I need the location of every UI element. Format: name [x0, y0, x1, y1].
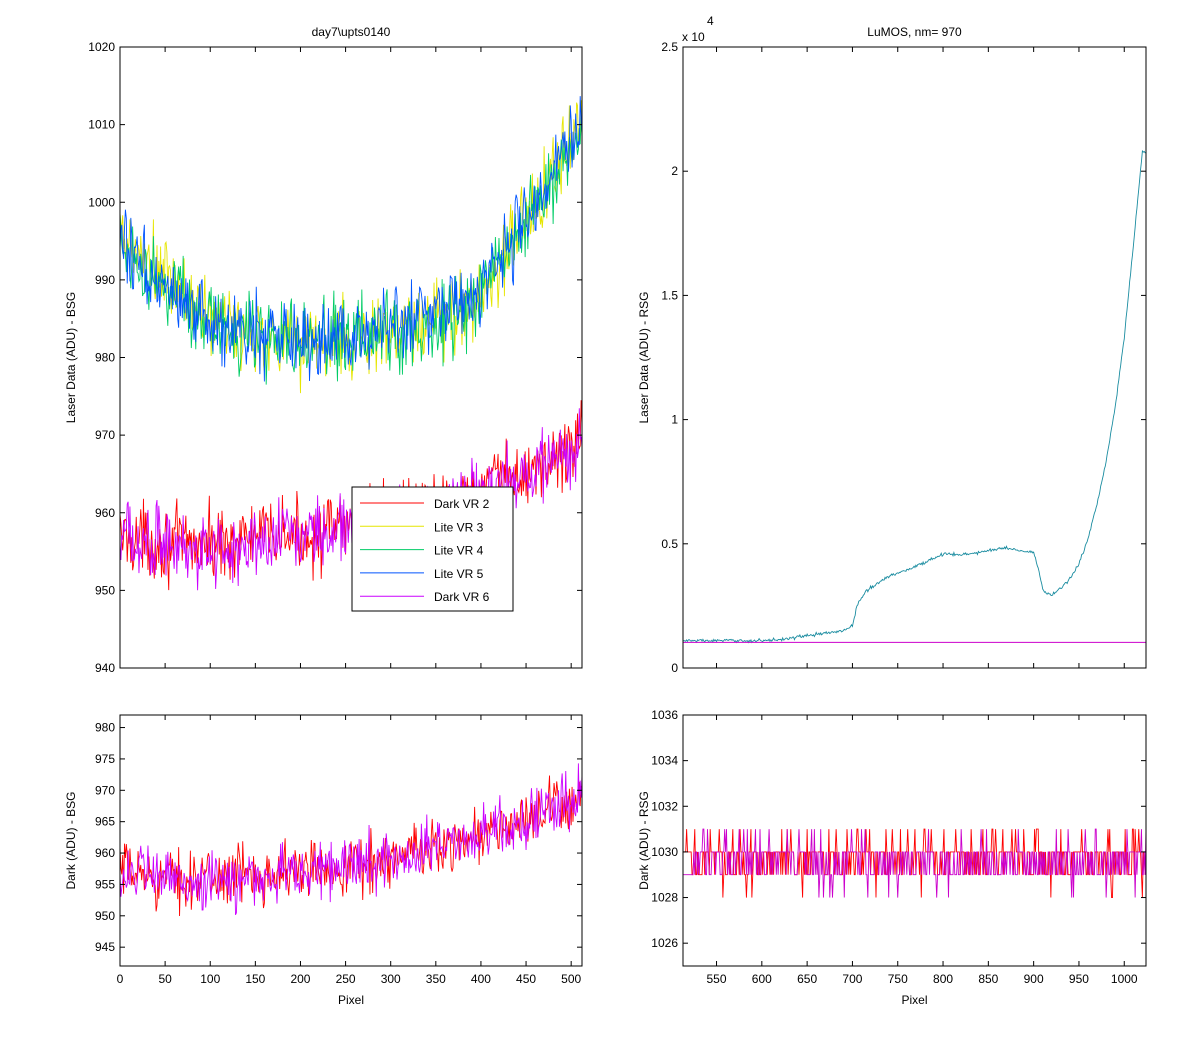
x-tick-label: 200	[290, 972, 310, 986]
chart-bsg_dark: 0 50 100 150 200 250 300 350 400 450 500 945 950 955 9…	[64, 714, 583, 1007]
axes-box	[682, 46, 1147, 669]
y-tick-label: 1	[671, 413, 678, 427]
x-tick-label: 50	[158, 972, 172, 986]
series-group	[120, 763, 582, 917]
x-tick-label: 1000	[1111, 972, 1138, 986]
x-tick-label: 500	[561, 972, 581, 986]
y-tick-label: 950	[95, 909, 115, 923]
y-tick-label: 1030	[651, 845, 678, 859]
axes-box	[682, 714, 1147, 967]
chart-rsg_laser: 0 0.5 1 1.5 2 2.5 x 104 LuMOS, nm= 970 Laser Dat…	[637, 14, 1147, 675]
y-tick-label: 940	[95, 661, 115, 675]
y-tick-label: 970	[95, 783, 115, 797]
series-group	[120, 96, 582, 591]
series-group	[683, 149, 1146, 644]
x-tick-label: 400	[471, 972, 491, 986]
x-tick-label: 150	[245, 972, 265, 986]
y-tick-label: 980	[95, 721, 115, 735]
x-tick-label: 0	[117, 972, 124, 986]
legend-box	[351, 486, 514, 612]
y-tick-label: 975	[95, 752, 115, 766]
axes-box	[119, 714, 583, 967]
y-tick-label: 965	[95, 815, 115, 829]
x-tick-label: 700	[842, 972, 862, 986]
y-axis-label: Laser Data (ADU) - BSG	[64, 292, 78, 423]
y-axis-label: Dark (ADU) - RSG	[637, 791, 651, 890]
x-tick-label: 850	[978, 972, 998, 986]
x-tick-label: 100	[200, 972, 220, 986]
x-tick-label: 550	[707, 972, 727, 986]
x-tick-label: 750	[888, 972, 908, 986]
legend-label: Lite VR 4	[434, 544, 484, 558]
y-tick-label: 990	[95, 273, 115, 287]
y-tick-label: 970	[95, 428, 115, 442]
series-group	[683, 828, 1146, 898]
x-axis-label: Pixel	[901, 993, 927, 1007]
y-tick-label: 1020	[88, 40, 115, 54]
y-tick-label: 1026	[651, 936, 678, 950]
legend: Dark VR 2 Lite VR 3 Lite VR 4 Lite VR 5 Dark…	[351, 486, 514, 612]
y-tick-label: 1.5	[661, 288, 678, 302]
chart-title: LuMOS, nm= 970	[867, 25, 962, 39]
y-tick-label: 1034	[651, 754, 678, 768]
series-line-dark-a	[683, 828, 1146, 898]
series-line-lite-vr-4	[120, 117, 582, 385]
legend-label: Dark VR 2	[434, 497, 490, 511]
y-exponent-power: 4	[707, 14, 714, 28]
y-tick-label: 960	[95, 846, 115, 860]
y-tick-label: 980	[95, 351, 115, 365]
y-tick-label: 0.5	[661, 537, 678, 551]
y-tick-label: 2	[671, 164, 678, 178]
x-tick-label: 250	[336, 972, 356, 986]
series-line-dark-vr-6	[120, 763, 582, 916]
x-axis-label: Pixel	[338, 993, 364, 1007]
legend-label: Lite VR 5	[434, 567, 484, 581]
y-tick-label: 2.5	[661, 40, 678, 54]
chart-rsg_dark: 550 600 650 700 750 800 850 900 950 1000 1026 1028 1…	[637, 708, 1147, 1007]
y-tick-label: 0	[671, 661, 678, 675]
y-axis-label: Laser Data (ADU) - RSG	[637, 291, 651, 423]
series-line-laser	[683, 149, 1146, 644]
x-tick-label: 350	[426, 972, 446, 986]
x-tick-label: 300	[381, 972, 401, 986]
legend-label: Lite VR 3	[434, 520, 484, 534]
y-tick-label: 945	[95, 940, 115, 954]
series-line-dark-b	[683, 828, 1146, 898]
y-tick-label: 1036	[651, 708, 678, 722]
x-tick-label: 450	[516, 972, 536, 986]
x-tick-label: 900	[1024, 972, 1044, 986]
y-tick-label: 1032	[651, 799, 678, 813]
series-line-lite-vr-5	[120, 96, 582, 382]
y-tick-label: 1010	[88, 118, 115, 132]
chart-title: day7\upts0140	[312, 25, 391, 39]
chart-panels: 940950960970980990100010101020day7\upts0…	[64, 14, 1147, 1007]
x-tick-label: 600	[752, 972, 772, 986]
y-axis-label: Dark (ADU) - BSG	[64, 791, 78, 889]
legend-label: Dark VR 6	[434, 590, 490, 604]
x-tick-label: 650	[797, 972, 817, 986]
chart-bsg_laser: 940 950 960 970 980 990 1000 1010 1020 day7\upts0…	[64, 25, 583, 675]
y-tick-label: 955	[95, 877, 115, 891]
y-tick-label: 1028	[651, 891, 678, 905]
x-tick-label: 800	[933, 972, 953, 986]
y-tick-label: 960	[95, 506, 115, 520]
y-tick-label: 950	[95, 583, 115, 597]
y-tick-label: 1000	[88, 195, 115, 209]
x-tick-label: 950	[1069, 972, 1089, 986]
y-exponent-label: x 10	[682, 30, 705, 44]
